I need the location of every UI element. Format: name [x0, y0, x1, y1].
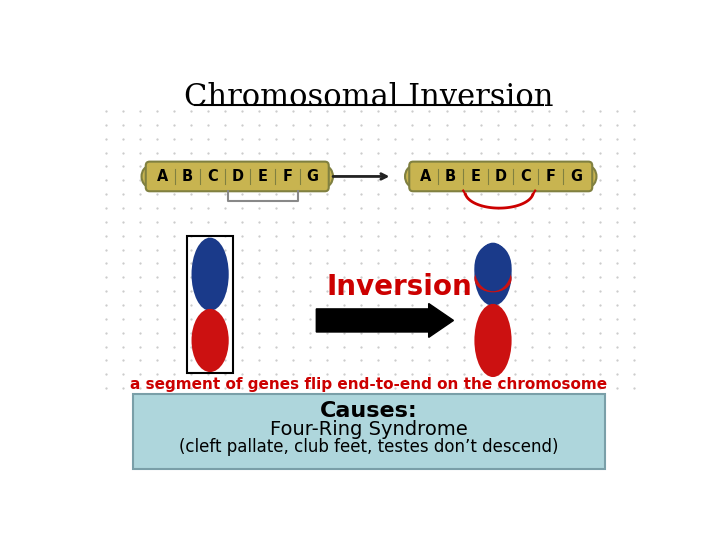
- Ellipse shape: [405, 166, 421, 187]
- Ellipse shape: [317, 166, 333, 187]
- Text: E: E: [471, 169, 481, 184]
- Ellipse shape: [192, 238, 229, 311]
- Text: F: F: [546, 169, 556, 184]
- Text: Four-Ring Syndrome: Four-Ring Syndrome: [270, 420, 468, 438]
- Text: A: A: [156, 169, 168, 184]
- Ellipse shape: [474, 242, 512, 306]
- FancyArrow shape: [316, 303, 454, 338]
- Ellipse shape: [474, 304, 512, 377]
- Text: C: C: [207, 169, 217, 184]
- Text: E: E: [257, 169, 267, 184]
- FancyBboxPatch shape: [145, 161, 329, 191]
- Text: Inversion: Inversion: [326, 273, 472, 301]
- Text: D: D: [231, 169, 243, 184]
- Text: C: C: [521, 169, 531, 184]
- Text: Causes:: Causes:: [320, 401, 418, 421]
- Text: B: B: [445, 169, 456, 184]
- Text: G: G: [306, 169, 318, 184]
- FancyBboxPatch shape: [409, 161, 593, 191]
- Text: a segment of genes flip end-to-end on the chromosome: a segment of genes flip end-to-end on th…: [130, 377, 608, 392]
- Ellipse shape: [580, 166, 596, 187]
- Text: G: G: [570, 169, 582, 184]
- Ellipse shape: [142, 166, 158, 187]
- Bar: [187, 236, 233, 373]
- Text: A: A: [420, 169, 431, 184]
- Text: D: D: [495, 169, 507, 184]
- Text: Chromosomal Inversion: Chromosomal Inversion: [184, 82, 554, 113]
- Ellipse shape: [474, 265, 512, 292]
- FancyBboxPatch shape: [132, 394, 606, 469]
- Text: F: F: [282, 169, 292, 184]
- Text: (cleft pallate, club feet, testes don’t descend): (cleft pallate, club feet, testes don’t …: [179, 438, 559, 456]
- Ellipse shape: [192, 309, 229, 372]
- Ellipse shape: [474, 244, 512, 291]
- Text: B: B: [181, 169, 193, 184]
